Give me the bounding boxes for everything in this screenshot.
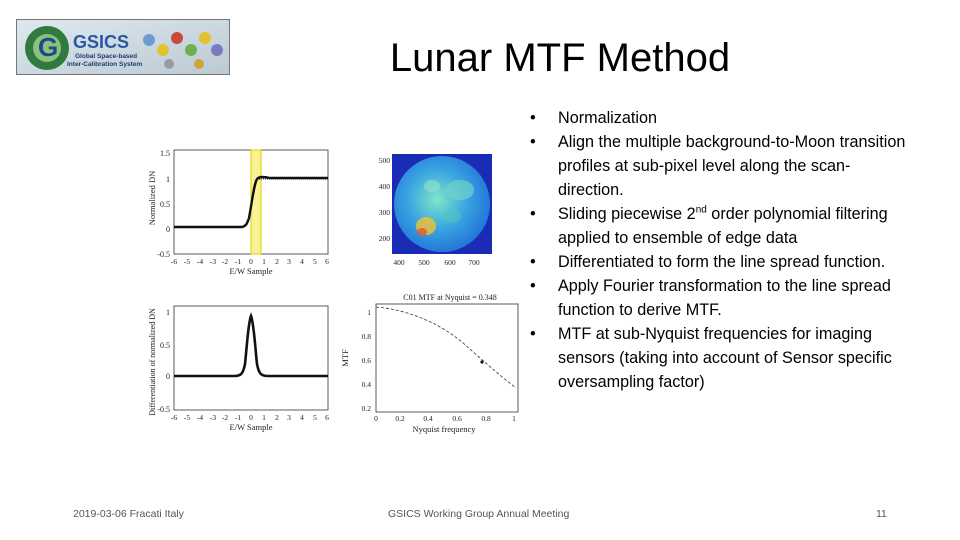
svg-text:-1: -1: [235, 257, 241, 266]
svg-text:-2: -2: [222, 257, 228, 266]
slide-title: Lunar MTF Method: [389, 36, 731, 80]
svg-text:-4: -4: [197, 413, 203, 422]
edge-profile-plot: Normalized DN 1.5 1 0.5 0 -0.5 -6 -5 -4 …: [146, 146, 336, 280]
svg-text:-2: -2: [222, 413, 228, 422]
svg-text:4: 4: [300, 257, 304, 266]
svg-text:0: 0: [166, 225, 170, 234]
svg-text:-5: -5: [184, 257, 190, 266]
svg-text:-3: -3: [210, 257, 216, 266]
svg-text:0.6: 0.6: [362, 356, 372, 365]
footer-meeting-name: GSICS Working Group Annual Meeting: [388, 508, 570, 520]
svg-text:300: 300: [379, 208, 391, 217]
svg-text:0: 0: [166, 372, 170, 381]
svg-text:0.2: 0.2: [362, 404, 372, 413]
svg-text:-1: -1: [235, 413, 241, 422]
bullet-polynomial: Sliding piecewise 2nd order polynomial f…: [528, 202, 908, 250]
gsics-logo: G GSICS Global Space-based Inter-Calibra…: [16, 19, 230, 75]
bullet-differentiated: Differentiated to form the line spread f…: [528, 250, 908, 274]
lsf-plot: Differentiation of normalized DN 1 0.5 0…: [146, 302, 336, 436]
svg-text:-0.5: -0.5: [157, 250, 170, 259]
svg-text:-3: -3: [210, 413, 216, 422]
nyquist-marker: [480, 360, 484, 364]
svg-text:0.4: 0.4: [423, 414, 433, 423]
edge-highlight: [251, 150, 261, 254]
svg-text:400: 400: [379, 182, 391, 191]
svg-text:0: 0: [249, 413, 253, 422]
svg-text:1: 1: [367, 308, 371, 317]
svg-text:0: 0: [374, 414, 378, 423]
svg-text:500: 500: [418, 258, 430, 267]
satellite-icons: [143, 32, 223, 69]
svg-text:4: 4: [300, 413, 304, 422]
svg-text:-6: -6: [171, 257, 177, 266]
svg-text:-4: -4: [197, 257, 203, 266]
edge-ylabel: Normalized DN: [147, 171, 157, 226]
svg-text:5: 5: [313, 257, 317, 266]
slide-number: 11: [876, 508, 887, 520]
logo-wordmark: GSICS: [73, 32, 129, 52]
svg-text:2: 2: [275, 413, 279, 422]
svg-text:400: 400: [393, 258, 405, 267]
svg-text:5: 5: [313, 413, 317, 422]
moon-image: 500 400 300 200 400 500 600 700: [356, 150, 496, 270]
svg-text:0.6: 0.6: [452, 414, 462, 423]
svg-text:-5: -5: [184, 413, 190, 422]
svg-text:0.8: 0.8: [362, 332, 372, 341]
svg-text:600: 600: [444, 258, 456, 267]
mtf-xlabel: Nyquist frequency: [412, 424, 476, 434]
svg-text:1: 1: [166, 308, 170, 317]
lsf-ylabel: Differentiation of normalized DN: [148, 308, 157, 416]
svg-text:1: 1: [166, 175, 170, 184]
svg-text:0.2: 0.2: [395, 414, 405, 423]
svg-text:6: 6: [325, 413, 329, 422]
lsf-xlabel: E/W Sample: [229, 422, 272, 432]
logo-tagline-2: Inter-Calibration System: [67, 61, 142, 68]
bullet-normalization: Normalization: [528, 106, 908, 130]
svg-text:1: 1: [512, 414, 516, 423]
svg-text:6: 6: [325, 257, 329, 266]
bullet-fourier: Apply Fourier transformation to the line…: [528, 274, 908, 322]
bullet-list: Normalization Align the multiple backgro…: [528, 106, 908, 394]
mtf-ylabel: MTF: [340, 349, 350, 367]
bullet-sub-nyquist: MTF at sub-Nyquist frequencies for imagi…: [528, 322, 908, 394]
svg-text:3: 3: [287, 257, 291, 266]
svg-text:0: 0: [249, 257, 253, 266]
edge-xlabel: E/W Sample: [229, 266, 272, 276]
svg-text:1: 1: [262, 413, 266, 422]
svg-text:1: 1: [262, 257, 266, 266]
logo-tagline-1: Global Space-based: [75, 53, 137, 60]
svg-text:-6: -6: [171, 413, 177, 422]
svg-text:1.5: 1.5: [160, 149, 170, 158]
svg-text:2: 2: [275, 257, 279, 266]
svg-text:3: 3: [287, 413, 291, 422]
svg-text:-0.5: -0.5: [157, 405, 170, 414]
svg-text:200: 200: [379, 234, 391, 243]
svg-text:0.5: 0.5: [160, 341, 170, 350]
svg-text:500: 500: [379, 156, 391, 165]
bullet-align: Align the multiple background-to-Moon tr…: [528, 130, 908, 202]
mtf-title: C01 MTF at Nyquist = 0.348: [403, 293, 496, 302]
svg-text:G: G: [38, 32, 58, 62]
mtf-plot: C01 MTF at Nyquist = 0.348 MTF 1 0.8 0.6…: [340, 290, 522, 436]
svg-text:0.5: 0.5: [160, 200, 170, 209]
svg-text:700: 700: [468, 258, 480, 267]
svg-text:0.8: 0.8: [481, 414, 491, 423]
svg-text:0.4: 0.4: [362, 380, 372, 389]
footer-date-location: 2019-03-06 Fracati Italy: [73, 508, 184, 520]
